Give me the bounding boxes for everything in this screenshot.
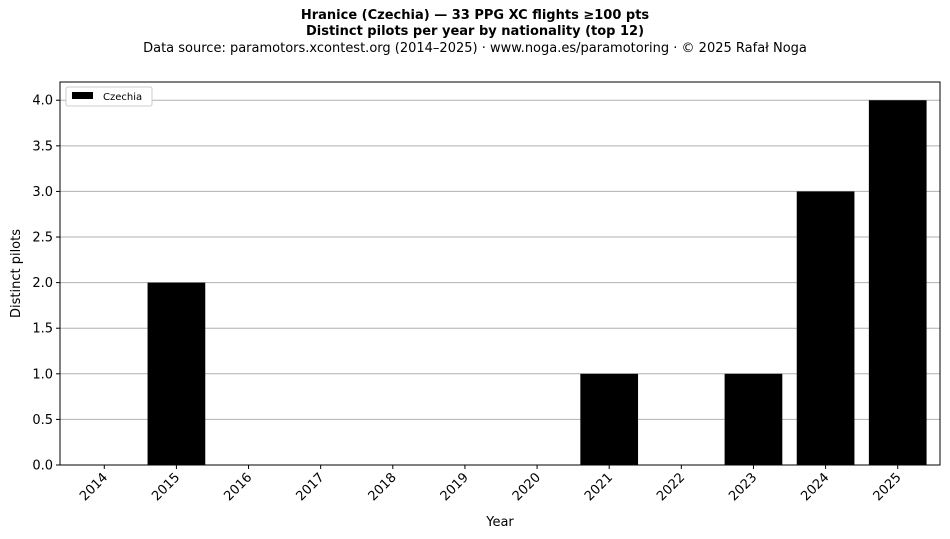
x-tick-label: 2020: [510, 470, 544, 504]
bar-2015: [147, 282, 206, 465]
y-tick-label: 3.5: [32, 139, 53, 154]
x-tick-label: 2014: [77, 470, 111, 504]
x-tick-label: 2022: [654, 470, 688, 504]
legend-label: Czechia: [103, 92, 142, 103]
x-tick-label: 2024: [798, 470, 832, 504]
y-tick-label: 3.0: [32, 185, 53, 200]
legend-swatch: [72, 92, 93, 99]
x-axis-ticks: 2014 2015 2016 2017 2018 2019 2020 2021 2022 2023…: [77, 465, 905, 504]
x-tick-label: 2017: [293, 470, 327, 504]
bar-2025: [868, 100, 927, 465]
y-tick-label: 0.0: [32, 459, 53, 474]
y-tick-label: 1.0: [32, 367, 53, 382]
chart-subtitle: Distinct pilots per year by nationality …: [305, 24, 645, 39]
y-tick-label: 4.0: [32, 94, 53, 109]
chart-title: Hranice (Czechia) — 33 PPG XC flights ≥1…: [300, 8, 650, 23]
y-tick-label: 0.5: [32, 413, 53, 428]
x-axis-label: Year: [485, 515, 514, 530]
x-tick-label: 2021: [582, 470, 616, 504]
chart-header: Hranice (Czechia) — 33 PPG XC flights ≥1…: [0, 8, 950, 57]
x-tick-label: 2019: [438, 470, 472, 504]
y-axis-label: Distinct pilots: [9, 229, 24, 318]
y-tick-label: 1.5: [32, 322, 53, 337]
x-tick-label: 2018: [366, 470, 400, 504]
x-tick-label: 2016: [221, 470, 255, 504]
y-tick-label: 2.0: [32, 276, 53, 291]
y-axis-ticks: 0.0 0.5 1.0 1.5 2.0 2.5 3.0 3.5 4.0: [32, 94, 60, 474]
x-tick-label: 2025: [871, 470, 905, 504]
bars: [147, 100, 927, 465]
bar-2024: [796, 191, 855, 465]
bar-2021: [580, 373, 639, 465]
legend-box: [65, 86, 153, 107]
legend: Czechia: [65, 86, 153, 107]
x-tick-label: 2015: [149, 470, 183, 504]
x-tick-label: 2023: [726, 470, 760, 504]
bar-2023: [724, 373, 783, 465]
chart-source: Data source: paramotors.xcontest.org (20…: [143, 41, 807, 56]
plot-frame: [59, 81, 941, 466]
y-tick-label: 2.5: [32, 231, 53, 246]
